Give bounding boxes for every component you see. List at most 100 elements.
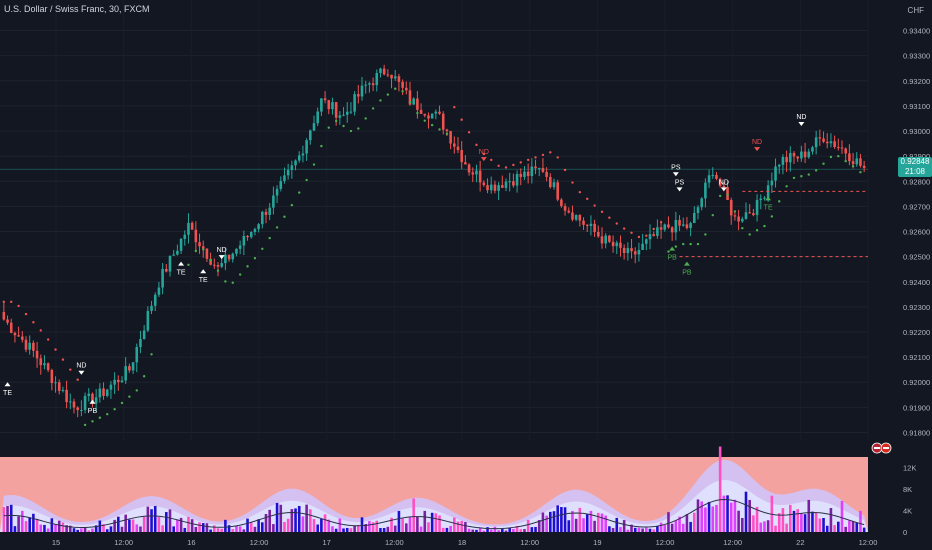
candle-body	[707, 175, 711, 183]
trailing-stop-dot	[497, 164, 500, 167]
candle-body	[693, 212, 696, 224]
candle-body	[689, 223, 692, 228]
candle-body	[456, 146, 460, 151]
time-tick-label: 12:00	[859, 538, 878, 547]
candle-body	[242, 235, 246, 246]
trailing-stop-dot	[209, 258, 212, 262]
time-tick-label: 12:00	[114, 538, 133, 547]
volume-bar	[213, 525, 216, 532]
candle-body	[249, 232, 253, 238]
candle-body	[493, 184, 497, 191]
volume-bar	[83, 527, 87, 532]
signal-label: ND	[796, 114, 806, 121]
volume-bar	[39, 524, 43, 532]
volume-bar	[545, 515, 548, 532]
volume-bar	[789, 504, 792, 532]
volume-bar	[216, 528, 220, 532]
arrow-up-icon	[4, 382, 11, 387]
trailing-stop-dot	[334, 119, 338, 123]
trailing-stop-dot	[357, 127, 360, 130]
time-tick-label: 17	[322, 538, 330, 547]
candle-body	[235, 248, 238, 254]
volume-bar	[24, 521, 28, 532]
candle-body	[253, 229, 257, 233]
signal-label: ND	[76, 363, 86, 370]
candle-body	[353, 94, 356, 112]
candle-body	[822, 138, 825, 142]
volume-bar	[290, 509, 294, 532]
candle-body	[382, 68, 386, 75]
candle-body	[349, 111, 353, 113]
trailing-stop-dot	[69, 368, 72, 371]
trailing-stop-dot	[275, 226, 279, 229]
volume-bar	[397, 510, 401, 532]
volume-bar	[803, 514, 807, 532]
volume-bar	[102, 524, 105, 532]
signal-marker-nd: ND	[76, 363, 86, 375]
candle-body	[301, 153, 305, 156]
candle-body	[659, 227, 663, 230]
volume-bar	[582, 518, 585, 532]
candle-body	[504, 181, 508, 188]
volume-bar	[375, 520, 379, 532]
candle-body	[357, 94, 360, 97]
price-tick-label: 0.91800	[903, 428, 930, 437]
volume-bar	[482, 530, 486, 532]
grid-lines	[0, 30, 868, 433]
candle-body	[275, 188, 279, 196]
volume-bar	[235, 525, 238, 532]
candle-body	[840, 147, 844, 149]
arrow-down-icon	[720, 187, 727, 192]
candle-body	[449, 131, 452, 144]
trailing-stop-dot	[763, 224, 766, 228]
trailing-stop-dot	[445, 132, 449, 136]
candle-body	[43, 363, 46, 366]
signal-label: TE	[199, 277, 208, 284]
candle-body	[46, 363, 50, 371]
signal-marker-pb: PB	[88, 399, 98, 415]
volume-bar	[519, 529, 523, 532]
candle-body	[157, 287, 161, 295]
volume-bar	[76, 529, 79, 532]
volume-bar	[17, 516, 20, 532]
signal-marker-te: TE	[3, 382, 12, 397]
volume-bar	[707, 501, 711, 532]
trailing-stop-dot	[859, 171, 862, 174]
signal-marker-pb: PB	[667, 246, 677, 262]
candle-body	[272, 195, 275, 208]
time-tick-label: 22	[796, 538, 804, 547]
candle-body	[733, 215, 737, 217]
candle-body	[545, 171, 548, 177]
candle-body	[785, 157, 788, 163]
candle-body	[759, 198, 763, 201]
volume-bar	[681, 523, 685, 532]
volume-bar	[726, 495, 729, 532]
volume-bar	[401, 518, 404, 532]
candle-body	[135, 347, 139, 363]
volume-bar	[220, 528, 223, 532]
arrow-down-icon	[754, 147, 761, 152]
signal-label: PB	[88, 408, 98, 415]
volume-bar	[449, 525, 452, 532]
signal-marker-te: TE	[764, 196, 773, 211]
volume-bar	[227, 525, 231, 532]
candle-body	[519, 173, 523, 177]
volume-bar	[117, 516, 120, 532]
volume-bar	[667, 512, 670, 532]
signal-label: ND	[752, 139, 762, 146]
volume-bar	[718, 446, 722, 532]
volume-bar	[818, 518, 822, 532]
volume-bar	[275, 502, 279, 532]
candle-body	[560, 199, 563, 207]
trailing-stop-dot	[135, 389, 138, 392]
volume-bar	[416, 516, 419, 532]
candle-body	[57, 382, 61, 391]
candle-body	[833, 141, 836, 148]
candle-body	[781, 157, 785, 165]
volume-bar	[759, 522, 763, 532]
trailing-stop-dot	[430, 123, 434, 127]
candle-body	[24, 339, 28, 350]
volume-bar	[560, 507, 563, 532]
volume-bar	[814, 512, 818, 532]
